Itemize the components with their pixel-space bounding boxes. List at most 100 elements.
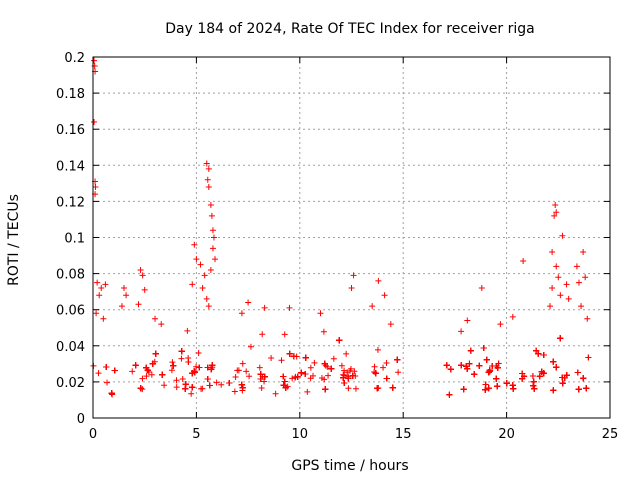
data-point bbox=[478, 285, 485, 292]
data-point bbox=[173, 384, 180, 391]
data-point bbox=[317, 310, 324, 317]
data-point bbox=[129, 368, 136, 375]
data-point bbox=[372, 370, 379, 377]
data-point bbox=[550, 387, 557, 394]
data-point bbox=[218, 381, 225, 388]
data-point bbox=[324, 363, 331, 370]
data-point bbox=[467, 347, 474, 354]
data-point bbox=[135, 301, 142, 308]
data-point bbox=[103, 364, 110, 371]
data-point bbox=[289, 375, 296, 382]
data-point bbox=[204, 364, 211, 371]
data-point bbox=[185, 359, 192, 366]
data-point bbox=[375, 277, 382, 284]
data-point bbox=[389, 384, 396, 391]
data-point bbox=[203, 295, 210, 302]
data-point bbox=[447, 366, 454, 373]
data-point bbox=[344, 369, 351, 376]
data-point bbox=[191, 368, 198, 375]
data-point bbox=[111, 367, 118, 374]
data-point bbox=[201, 272, 208, 279]
data-point bbox=[574, 369, 581, 376]
data-point bbox=[193, 363, 200, 370]
data-point bbox=[394, 356, 401, 363]
data-point bbox=[328, 365, 335, 372]
data-point bbox=[493, 375, 500, 382]
y-tick-label: 0.16 bbox=[56, 123, 85, 138]
data-point bbox=[325, 372, 332, 379]
data-point bbox=[549, 285, 556, 292]
data-point bbox=[98, 285, 105, 292]
data-point bbox=[471, 371, 478, 378]
data-point bbox=[551, 212, 558, 219]
data-point bbox=[161, 382, 168, 389]
data-point bbox=[231, 388, 238, 395]
data-point bbox=[446, 391, 453, 398]
data-point bbox=[91, 118, 98, 125]
y-tick-label: 0.12 bbox=[56, 195, 85, 210]
data-point bbox=[189, 384, 196, 391]
data-point bbox=[552, 202, 559, 209]
y-tick-label: 0.08 bbox=[56, 268, 85, 283]
data-point bbox=[243, 368, 250, 375]
data-point bbox=[195, 349, 202, 356]
data-point bbox=[123, 292, 130, 299]
data-point bbox=[580, 248, 587, 255]
data-point bbox=[503, 380, 510, 387]
data-point bbox=[280, 373, 287, 380]
data-point bbox=[349, 372, 356, 379]
data-point bbox=[139, 375, 146, 382]
data-point bbox=[212, 256, 219, 263]
data-point bbox=[91, 57, 98, 64]
data-point bbox=[137, 266, 144, 273]
data-point bbox=[278, 357, 285, 364]
data-point bbox=[178, 355, 185, 362]
data-point bbox=[159, 371, 166, 378]
data-point bbox=[307, 375, 314, 382]
data-point bbox=[205, 183, 212, 190]
data-point bbox=[208, 212, 215, 219]
data-point bbox=[345, 385, 352, 392]
data-point bbox=[535, 350, 542, 357]
data-point bbox=[580, 375, 587, 382]
data-point bbox=[286, 304, 293, 311]
data-point bbox=[102, 281, 109, 288]
data-point bbox=[139, 272, 146, 279]
data-point bbox=[557, 335, 564, 342]
data-point bbox=[460, 386, 467, 393]
data-point bbox=[476, 362, 483, 369]
data-point bbox=[563, 372, 570, 379]
data-point bbox=[531, 385, 538, 392]
data-point bbox=[466, 360, 473, 367]
data-point bbox=[290, 353, 297, 360]
data-point bbox=[100, 315, 107, 322]
data-point bbox=[169, 359, 176, 366]
data-point bbox=[298, 369, 305, 376]
data-point bbox=[330, 355, 337, 362]
data-point bbox=[345, 375, 352, 382]
data-point bbox=[204, 375, 211, 382]
data-point bbox=[213, 379, 220, 386]
data-point bbox=[553, 209, 560, 216]
data-point bbox=[209, 245, 216, 252]
data-point bbox=[485, 385, 492, 392]
data-point bbox=[173, 377, 180, 384]
data-point bbox=[302, 354, 309, 361]
data-point bbox=[261, 304, 268, 311]
data-point bbox=[294, 373, 301, 380]
data-point bbox=[380, 364, 387, 371]
data-point bbox=[464, 317, 471, 324]
data-point bbox=[258, 385, 265, 392]
data-point bbox=[268, 354, 275, 361]
data-point bbox=[121, 285, 128, 292]
data-point bbox=[179, 376, 186, 383]
data-point bbox=[281, 331, 288, 338]
data-point bbox=[550, 358, 557, 365]
data-point bbox=[118, 303, 125, 310]
data-point bbox=[184, 327, 191, 334]
data-point bbox=[321, 360, 328, 367]
data-point bbox=[226, 380, 233, 387]
chart-title: Day 184 of 2024, Rate Of TEC Index for r… bbox=[165, 21, 534, 37]
x-tick-label: 5 bbox=[192, 427, 200, 442]
data-point bbox=[341, 367, 348, 374]
